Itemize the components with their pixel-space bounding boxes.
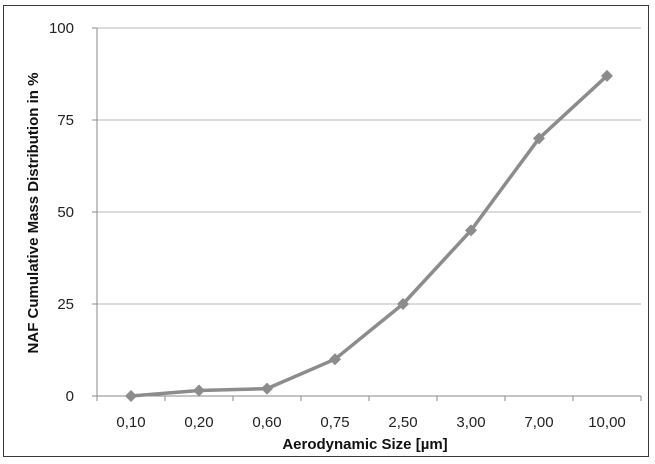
data-point-0,60 <box>261 382 273 395</box>
x-tick-labels: 0,10 0,20 0,60 0,75 2,50 3,00 7,00 10,00 <box>116 414 625 431</box>
y-tick-label-25: 25 <box>57 296 74 313</box>
axes <box>92 27 642 401</box>
data-point-2,50 <box>397 298 409 310</box>
x-tick-label-10,00: 10,00 <box>588 414 626 431</box>
gridlines <box>97 27 641 305</box>
x-tick-label-0,20: 0,20 <box>184 414 213 431</box>
y-tick-label-50: 50 <box>57 204 74 221</box>
data-point-7,00 <box>533 132 545 145</box>
chart-frame <box>3 5 649 457</box>
data-point-0,10 <box>125 390 137 402</box>
x-tick-label-7,00: 7,00 <box>524 414 553 431</box>
x-tick-label-0,75: 0,75 <box>320 414 349 431</box>
y-tick-label-100: 100 <box>49 20 74 37</box>
series-line-0 <box>129 74 609 398</box>
data-point-0,20 <box>193 384 205 397</box>
y-tick-label-0: 0 <box>66 388 74 405</box>
data-point-3,00 <box>465 224 477 237</box>
series-group <box>125 69 613 402</box>
data-point-10,00 <box>601 69 613 82</box>
data-point-0,75 <box>329 353 341 366</box>
y-tick-labels: 0 25 50 75 100 <box>49 20 74 405</box>
y-axis-title: NAF Cumulative Mass Distribution in % <box>25 73 42 354</box>
y-tick-label-75: 75 <box>57 112 74 129</box>
x-tick-label-0,60: 0,60 <box>252 414 281 431</box>
x-tick-label-2,50: 2,50 <box>388 414 417 431</box>
x-tick-label-0,10: 0,10 <box>116 414 145 431</box>
x-tick-label-3,00: 3,00 <box>456 414 485 431</box>
x-axis-title: Aerodynamic Size [µm] <box>282 436 447 453</box>
